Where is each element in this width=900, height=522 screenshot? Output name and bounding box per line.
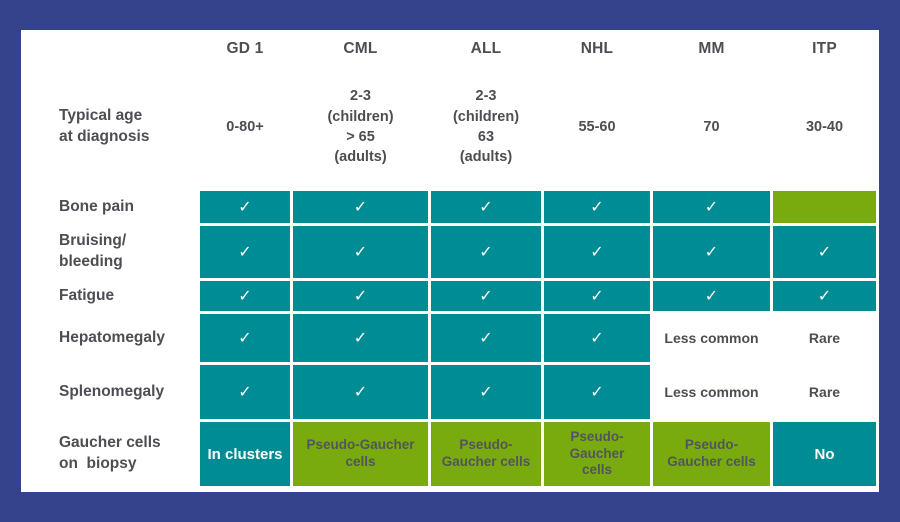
check-icon: ✓ [590, 330, 604, 347]
check-icon: ✓ [479, 330, 493, 347]
cell-gaucher-all: Pseudo- Gaucher cells [431, 422, 541, 486]
cell-gaucher-mm: Pseudo- Gaucher cells [653, 422, 770, 486]
check-icon: ✓ [479, 199, 493, 216]
cell-hepatomegaly-gd1: ✓ [200, 314, 290, 362]
check-icon: ✓ [353, 330, 368, 347]
cell-fatigue-mm: ✓ [653, 281, 770, 311]
cell-gaucher-cml: Pseudo-Gaucher cells [293, 422, 428, 486]
cell-bone-pain-itp [773, 191, 876, 223]
cell-bone-pain-gd1: ✓ [200, 191, 290, 223]
cell-bone-pain-nhl: ✓ [544, 191, 650, 223]
cell-bruising-mm: ✓ [653, 226, 770, 278]
cell-splenomegaly-all: ✓ [431, 365, 541, 419]
cell-fatigue-nhl: ✓ [544, 281, 650, 311]
cell-age-itp: 30-40 [805, 118, 844, 135]
cell-hepatomegaly-cml: ✓ [293, 314, 428, 362]
cell-age-nhl: 55-60 [578, 118, 616, 135]
check-icon: ✓ [590, 199, 604, 216]
check-icon: ✓ [590, 288, 604, 305]
comparison-table: GD 1 CML ALL NHL MM ITP Typical age at d… [21, 30, 879, 492]
check-icon: ✓ [704, 244, 719, 261]
cell-gaucher-nhl: Pseudo- Gaucher cells [544, 422, 650, 486]
check-icon: ✓ [704, 288, 719, 305]
comparison-table-card: GD 1 CML ALL NHL MM ITP Typical age at d… [21, 30, 879, 492]
column-header-nhl: NHL [580, 40, 614, 57]
check-icon: ✓ [479, 384, 493, 401]
cell-bone-pain-mm: ✓ [653, 191, 770, 223]
check-icon: ✓ [238, 199, 252, 216]
cell-hepatomegaly-mm: Less common [664, 330, 759, 346]
cell-bruising-cml: ✓ [293, 226, 428, 278]
check-icon: ✓ [353, 199, 368, 216]
cell-bone-pain-cml: ✓ [293, 191, 428, 223]
row-label-bone-pain: Bone pain [59, 197, 134, 215]
check-icon: ✓ [704, 199, 719, 216]
cell-age-gd1: 0-80+ [226, 118, 264, 135]
row-label-fatigue: Fatigue [59, 286, 115, 304]
cell-hepatomegaly-itp: Rare [808, 330, 841, 346]
row-label-bruising-bleeding: Bruising/ bleeding [59, 232, 127, 270]
cell-gaucher-itp: No [773, 422, 876, 486]
cell-bruising-all: ✓ [431, 226, 541, 278]
column-header-itp: ITP [812, 40, 837, 57]
cell-splenomegaly-mm: Less common [664, 384, 759, 400]
cell-hepatomegaly-nhl: ✓ [544, 314, 650, 362]
check-icon: ✓ [590, 244, 604, 261]
cell-age-all: 2-3 (children) 63 (adults) [452, 88, 520, 166]
column-header-all: ALL [470, 40, 502, 57]
cell-splenomegaly-cml: ✓ [293, 365, 428, 419]
cell-fatigue-cml: ✓ [293, 281, 428, 311]
cell-fatigue-gd1: ✓ [200, 281, 290, 311]
cell-bruising-nhl: ✓ [544, 226, 650, 278]
check-icon: ✓ [353, 244, 368, 261]
cell-splenomegaly-itp: Rare [808, 384, 841, 400]
table-corner-cell [21, 35, 197, 63]
check-icon: ✓ [353, 288, 368, 305]
cell-fatigue-all: ✓ [431, 281, 541, 311]
check-icon: ✓ [238, 384, 252, 401]
cell-age-cml: 2-3 (children) > 65 (adults) [327, 88, 394, 166]
check-icon: ✓ [238, 288, 252, 305]
check-icon: ✓ [479, 288, 493, 305]
cell-bone-pain-all: ✓ [431, 191, 541, 223]
cell-age-mm: 70 [703, 118, 720, 135]
check-icon: ✓ [590, 384, 604, 401]
cell-splenomegaly-gd1: ✓ [200, 365, 290, 419]
column-header-cml: CML [343, 40, 378, 57]
check-icon: ✓ [238, 244, 252, 261]
row-label-gaucher-cells: Gaucher cells on biopsy [59, 434, 161, 472]
row-label-splenomegaly: Splenomegaly [59, 382, 165, 400]
column-header-gd1: GD 1 [226, 40, 264, 57]
check-icon: ✓ [817, 288, 832, 305]
cell-hepatomegaly-all: ✓ [431, 314, 541, 362]
cell-bruising-gd1: ✓ [200, 226, 290, 278]
cell-fatigue-itp: ✓ [773, 281, 876, 311]
cell-bruising-itp: ✓ [773, 226, 876, 278]
row-label-hepatomegaly: Hepatomegaly [59, 328, 165, 346]
column-header-mm: MM [698, 40, 725, 57]
row-label-typical-age: Typical age at diagnosis [59, 107, 150, 145]
check-icon: ✓ [817, 244, 832, 261]
check-icon: ✓ [479, 244, 493, 261]
check-icon: ✓ [238, 330, 252, 347]
check-icon: ✓ [353, 384, 368, 401]
cell-splenomegaly-nhl: ✓ [544, 365, 650, 419]
cell-gaucher-gd1: In clusters [200, 422, 290, 486]
